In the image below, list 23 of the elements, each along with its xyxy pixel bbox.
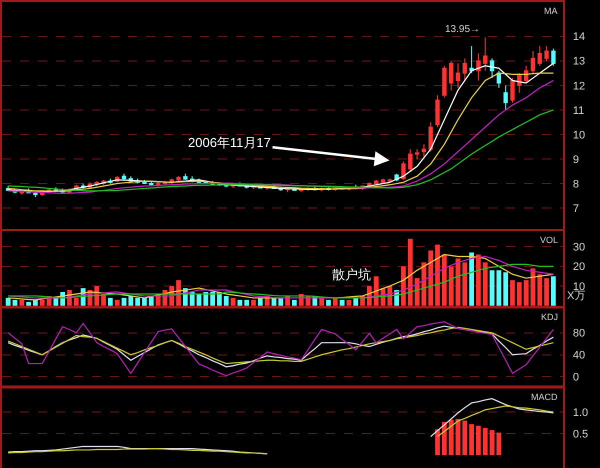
annotation: 散户坑 [332, 267, 371, 282]
chart-title: MA [544, 6, 558, 16]
y-axis-title: X万 [567, 290, 586, 302]
y-tick-label: 30 [572, 241, 586, 254]
y-tick-label: 12 [572, 80, 586, 92]
y-tick-label: 20 [572, 261, 586, 274]
y-tick-label: 0 [572, 372, 579, 384]
annotation: 13.95→ [445, 24, 480, 35]
y-tick-label: 80 [572, 328, 586, 340]
text: VOL [540, 235, 558, 245]
y-tick-label: 11 [572, 104, 584, 117]
annotation: 2006年11月17 [188, 135, 271, 150]
y-tick-label: 40 [572, 350, 586, 362]
y-tick-label: 7 [572, 202, 579, 215]
y-tick-label: 8 [572, 178, 579, 190]
y-tick-label: 13 [572, 56, 586, 68]
y-tick-label: 10 [572, 129, 586, 142]
y-tick-label: 1.0 [572, 406, 588, 419]
y-tick-label: 9 [572, 154, 579, 166]
y-tick-label: 0.5 [572, 428, 588, 440]
y-tick-label: 14 [572, 31, 586, 44]
chart-title: MACD [531, 392, 558, 402]
chart-title: KDJ [541, 312, 558, 322]
